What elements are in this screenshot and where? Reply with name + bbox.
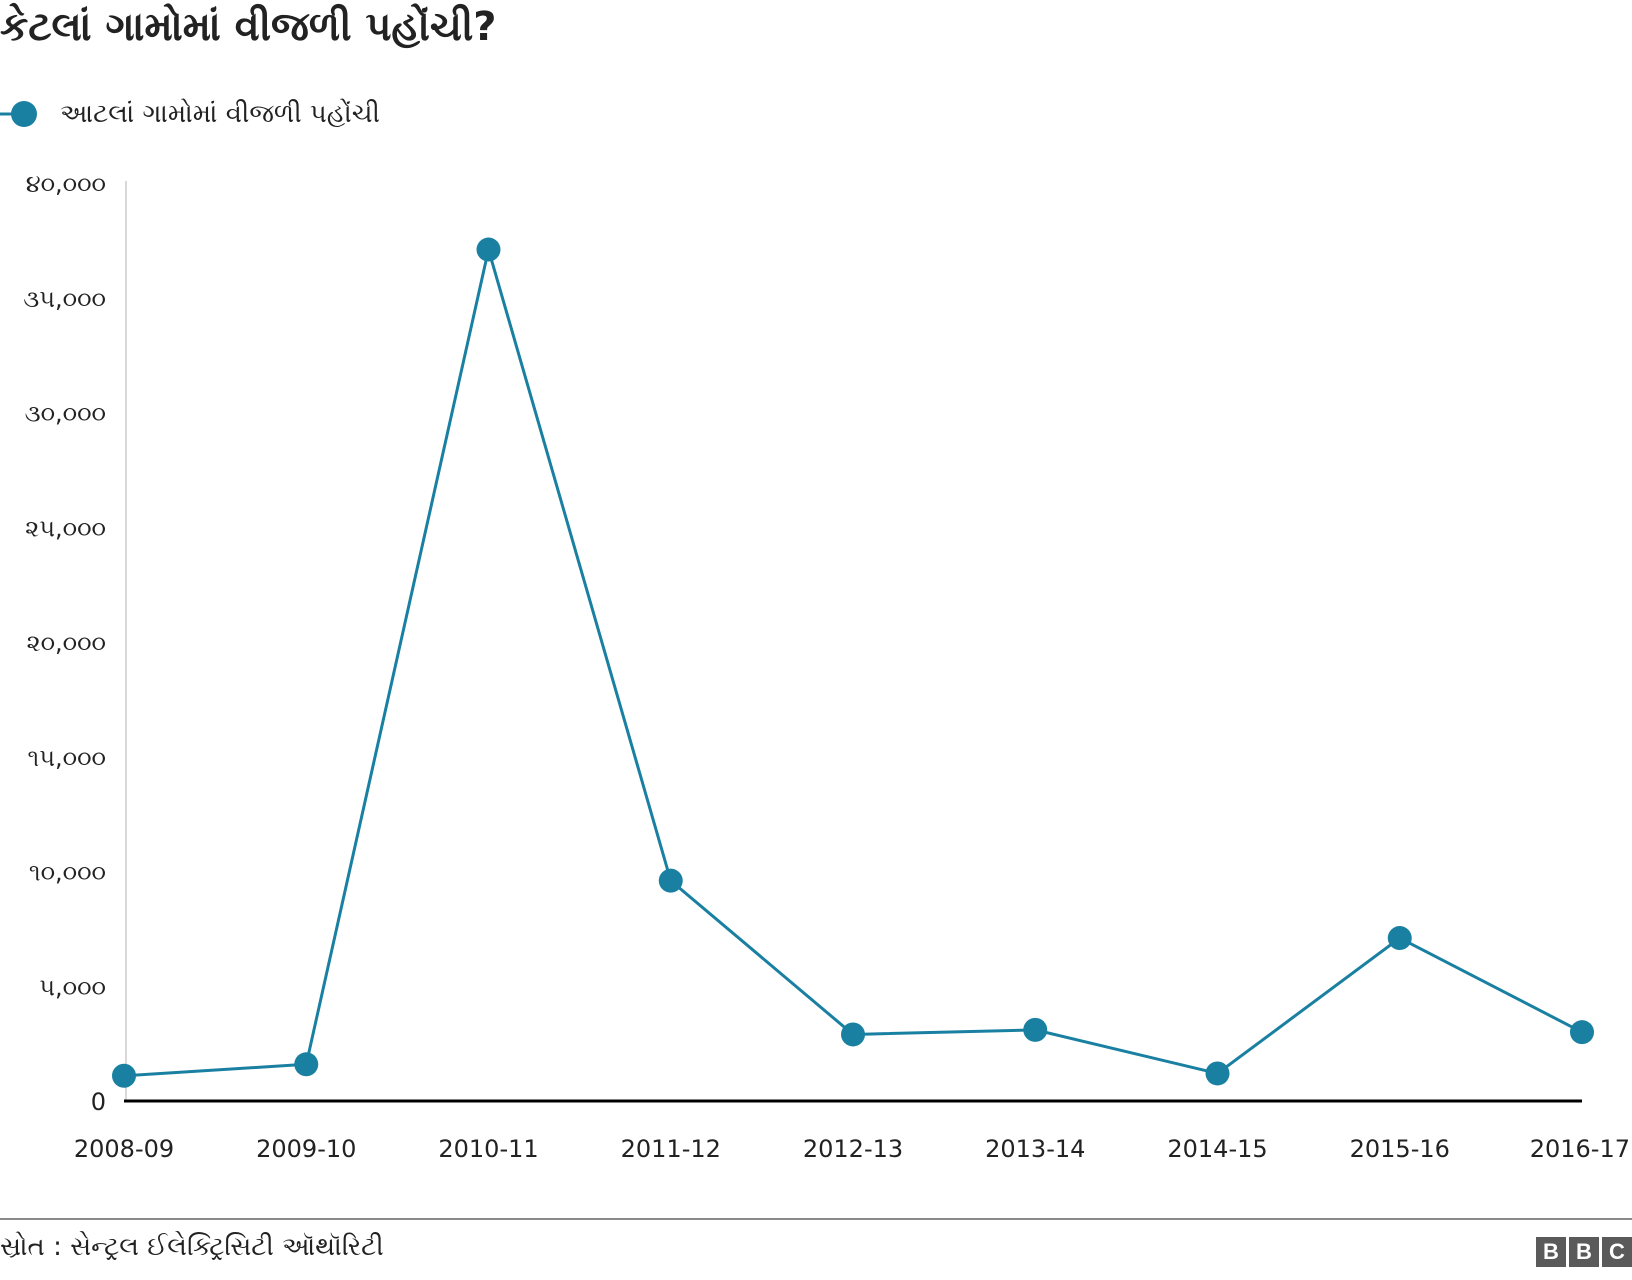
data-point xyxy=(294,1052,319,1077)
data-point xyxy=(841,1022,865,1047)
x-tick-label: 2009-10 xyxy=(256,1135,356,1160)
y-tick-label: ૩૦,૦૦૦ xyxy=(25,400,106,428)
data-point xyxy=(1570,1020,1594,1045)
bbc-logo: B B C xyxy=(1536,1237,1632,1267)
bbc-logo-letter: B xyxy=(1536,1237,1566,1267)
x-tick-label: 2010-11 xyxy=(438,1135,538,1160)
line-chart: 0 ૫,૦૦૦ ૧૦,૦૦૦ ૧૫,૦૦૦ ૨૦,૦૦૦ ૨૫,૦૦૦ ૩૦,૦૦૦ ૩૫,૦… xyxy=(23,170,1630,1160)
x-tick-label: 2011-12 xyxy=(621,1135,721,1160)
chart-title: કેટલાં ગામોમાં વીજળી પહોંચી? xyxy=(0,4,497,50)
x-tick-label: 2012-13 xyxy=(803,1135,903,1160)
y-tick-label: ૨૦,૦૦૦ xyxy=(26,629,106,657)
y-tick-label: 0 xyxy=(91,1088,106,1116)
y-tick-label: ૩૫,૦૦૦ xyxy=(23,285,106,313)
y-tick-label: ૨૫,૦૦૦ xyxy=(25,514,106,542)
x-tick-label: 2015-16 xyxy=(1350,1135,1450,1160)
source-note: સ્રોત : સેન્ટ્રલ ઈલેક્ટ્રિસિટી ઑથૉરિટી xyxy=(0,1232,384,1262)
data-point xyxy=(476,237,501,262)
data-point xyxy=(1205,1061,1230,1086)
x-tick-label: 2008-09 xyxy=(74,1135,174,1160)
y-tick-label: ૪૦,૦૦૦ xyxy=(26,170,106,198)
x-tick-label: 2016-17 xyxy=(1530,1135,1630,1160)
series-line xyxy=(123,248,1583,1078)
bbc-logo-letter: B xyxy=(1569,1237,1599,1267)
data-point xyxy=(1023,1017,1048,1042)
y-tick-label: ૫,૦૦૦ xyxy=(39,973,106,1001)
bbc-logo-letter: C xyxy=(1602,1237,1632,1267)
legend-marker-icon xyxy=(0,101,37,127)
y-tick-label: ૧૦,૦૦૦ xyxy=(29,859,106,887)
data-point xyxy=(1387,926,1412,951)
legend-label: આટલાં ગામોમાં વીજળી પહોંચી xyxy=(60,98,380,129)
legend: આટલાં ગામોમાં વીજળી પહોંચી xyxy=(0,92,380,136)
footer-divider xyxy=(0,1218,1632,1220)
y-tick-label: ૧૫,૦૦૦ xyxy=(27,744,106,772)
x-tick-label: 2013-14 xyxy=(985,1135,1085,1160)
data-point xyxy=(658,868,683,893)
x-tick-label: 2014-15 xyxy=(1167,1135,1267,1160)
data-point xyxy=(112,1063,136,1088)
